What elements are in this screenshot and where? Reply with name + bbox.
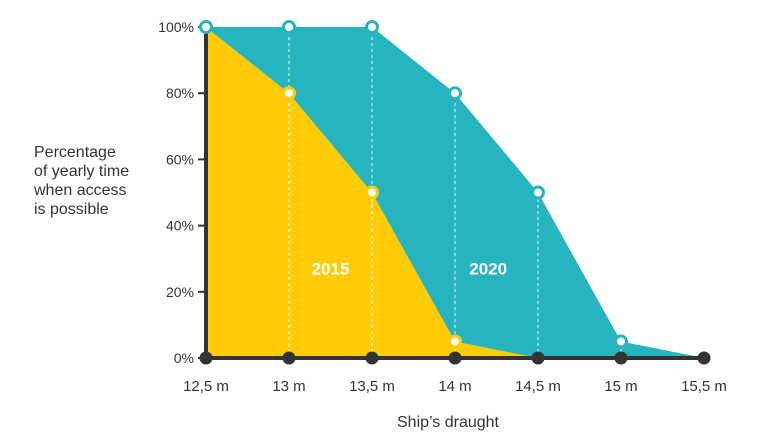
data-point-2015: [365, 185, 379, 200]
data-point-2020: [282, 20, 296, 34]
y-tick-label: 0%: [174, 350, 194, 366]
x-tick-dot: [531, 351, 545, 365]
y-axis-title-line: when access: [34, 182, 127, 199]
x-tick-dot: [282, 351, 296, 365]
axes-layer: 0% 20% 40% 60% 80% 100% 12,5 m 13 m 13,5 m 14 m 14…: [158, 19, 727, 395]
x-tick-label: 15,5 m: [681, 378, 727, 395]
x-tick-label: 14 m: [438, 378, 471, 395]
y-axis-title-line: is possible: [34, 201, 109, 218]
x-tick-dot: [614, 351, 628, 365]
x-tick-label: 15 m: [604, 378, 637, 395]
x-tick-label: 12,5 m: [183, 378, 229, 395]
data-point-2020: [448, 86, 462, 101]
area-layer: [206, 27, 704, 358]
x-tick-label: 13 m: [272, 378, 305, 395]
series-label-2015: 2015: [312, 260, 350, 279]
series-label-2020: 2020: [469, 260, 507, 279]
data-point-2015: [282, 86, 296, 101]
x-tick-label: 13,5 m: [349, 378, 395, 395]
y-tick-label: 80%: [166, 85, 194, 101]
x-tick-label: 14,5 m: [515, 378, 561, 395]
data-point-2015: [448, 334, 462, 349]
y-tick-label: 20%: [166, 284, 194, 300]
data-point-2020: [199, 20, 213, 34]
x-tick-dot: [697, 351, 711, 365]
y-axis-title-line: of yearly time: [34, 163, 130, 180]
x-tick-dot: [365, 351, 379, 365]
y-tick-label: 60%: [166, 151, 194, 167]
series-label-layer: 2020 2015: [312, 260, 508, 279]
marker-layer: [199, 20, 628, 349]
y-tick-label: 40%: [166, 218, 194, 234]
data-point-2020: [614, 334, 628, 349]
x-axis-title: Ship’s draught: [397, 414, 499, 431]
y-tick-label: 100%: [158, 19, 194, 35]
data-point-2020: [365, 20, 379, 34]
x-tick-dot: [448, 351, 462, 365]
area-2015: [206, 27, 704, 358]
y-axis-title: Percentage of yearly time when access is…: [34, 143, 154, 219]
x-tick-dot: [199, 351, 213, 365]
y-axis-title-line: Percentage: [34, 144, 116, 161]
data-point-2020: [531, 185, 545, 200]
